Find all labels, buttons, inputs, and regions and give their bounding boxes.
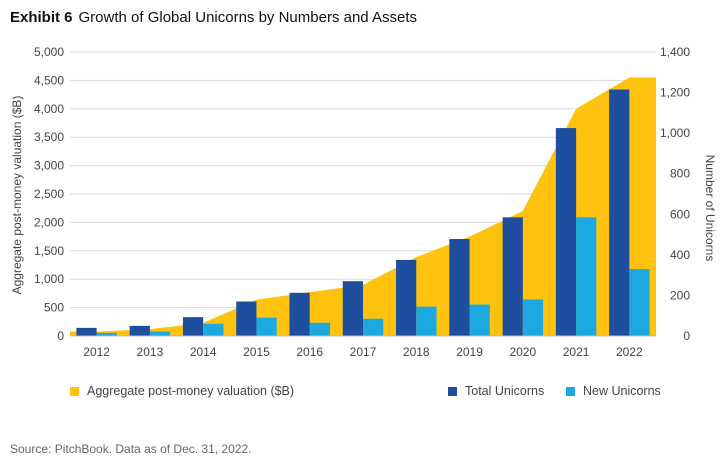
total-unicorns-bar (609, 89, 630, 337)
total-unicorns-bar (396, 259, 417, 336)
legend-item-area: Aggregate post-money valuation ($B) (70, 384, 294, 398)
left-tick-label: 2,000 (34, 215, 64, 229)
right-tick-label: 600 (670, 207, 690, 221)
left-tick-label: 1,500 (34, 244, 64, 258)
legend-item-new: New Unicorns (566, 384, 661, 398)
right-tick-label: 400 (670, 248, 690, 262)
x-tick-label: 2020 (509, 345, 536, 359)
total-unicorns-bar (236, 301, 257, 336)
new-unicorns-bar (149, 331, 171, 336)
legend-swatch-total (448, 386, 457, 396)
left-tick-label: 500 (44, 301, 64, 315)
x-tick-label: 2015 (243, 345, 270, 359)
x-tick-label: 2018 (403, 345, 430, 359)
total-unicorns-bar (449, 239, 470, 336)
new-unicorns-bar (96, 332, 117, 336)
total-unicorns-bar (289, 292, 310, 336)
right-axis-title: Number of Unicorns (703, 155, 717, 262)
total-unicorns-bar (129, 325, 150, 336)
right-tick-label: 800 (670, 167, 690, 181)
chart-title: Exhibit 6 Growth of Global Unicorns by Nu… (10, 9, 417, 26)
total-unicorns-bar (182, 317, 204, 336)
legend-swatch-new (566, 386, 575, 396)
source-note: Source: PitchBook. Data as of Dec. 31, 2… (10, 442, 252, 456)
x-tick-label: 2019 (456, 345, 483, 359)
left-tick-label: 3,000 (34, 159, 64, 173)
new-unicorns-bar (629, 269, 650, 336)
exhibit-label: Exhibit 6 (10, 9, 73, 26)
left-tick-label: 2,500 (34, 187, 64, 201)
x-tick-label: 2012 (83, 345, 110, 359)
new-unicorns-bar (256, 317, 277, 336)
title-text: Growth of Global Unicorns by Numbers and… (78, 9, 417, 26)
legend-swatch-area (70, 386, 79, 396)
legend-label-area: Aggregate post-money valuation ($B) (87, 384, 295, 398)
legend-item-total: Total Unicorns (448, 384, 544, 398)
left-tick-label: 1,000 (34, 272, 64, 286)
x-tick-label: 2013 (137, 345, 164, 359)
x-tick-label: 2014 (190, 345, 217, 359)
left-tick-label: 0 (57, 329, 64, 343)
right-tick-label: 200 (670, 288, 690, 302)
left-tick-label: 5,000 (34, 45, 64, 59)
total-unicorns-bar (76, 327, 97, 336)
left-tick-label: 4,500 (34, 73, 64, 87)
right-tick-label: 1,000 (660, 126, 690, 140)
legend-label-total: Total Unicorns (465, 384, 545, 398)
total-unicorns-bar (555, 128, 577, 336)
right-tick-label: 1,400 (660, 45, 690, 59)
left-tick-label: 3,500 (34, 130, 64, 144)
total-unicorns-bar (502, 217, 523, 336)
left-axis-title: Aggregate post-money valuation ($B) (10, 96, 24, 295)
new-unicorns-bar (522, 299, 544, 336)
left-tick-label: 4,000 (34, 102, 64, 116)
x-tick-label: 2022 (616, 345, 643, 359)
new-unicorns-bar (416, 306, 437, 336)
x-tick-label: 2021 (563, 345, 590, 359)
legend-label-new: New Unicorns (583, 384, 661, 398)
new-unicorns-bar (203, 323, 224, 336)
new-unicorns-bar (363, 318, 384, 336)
right-tick-label: 1,200 (660, 86, 690, 100)
new-unicorns-bar (309, 322, 330, 336)
total-unicorns-bar (342, 281, 363, 336)
new-unicorns-bar (576, 217, 597, 336)
right-tick-label: 0 (683, 329, 690, 343)
new-unicorns-bar (469, 304, 490, 336)
x-tick-label: 2016 (296, 345, 323, 359)
x-tick-label: 2017 (350, 345, 377, 359)
